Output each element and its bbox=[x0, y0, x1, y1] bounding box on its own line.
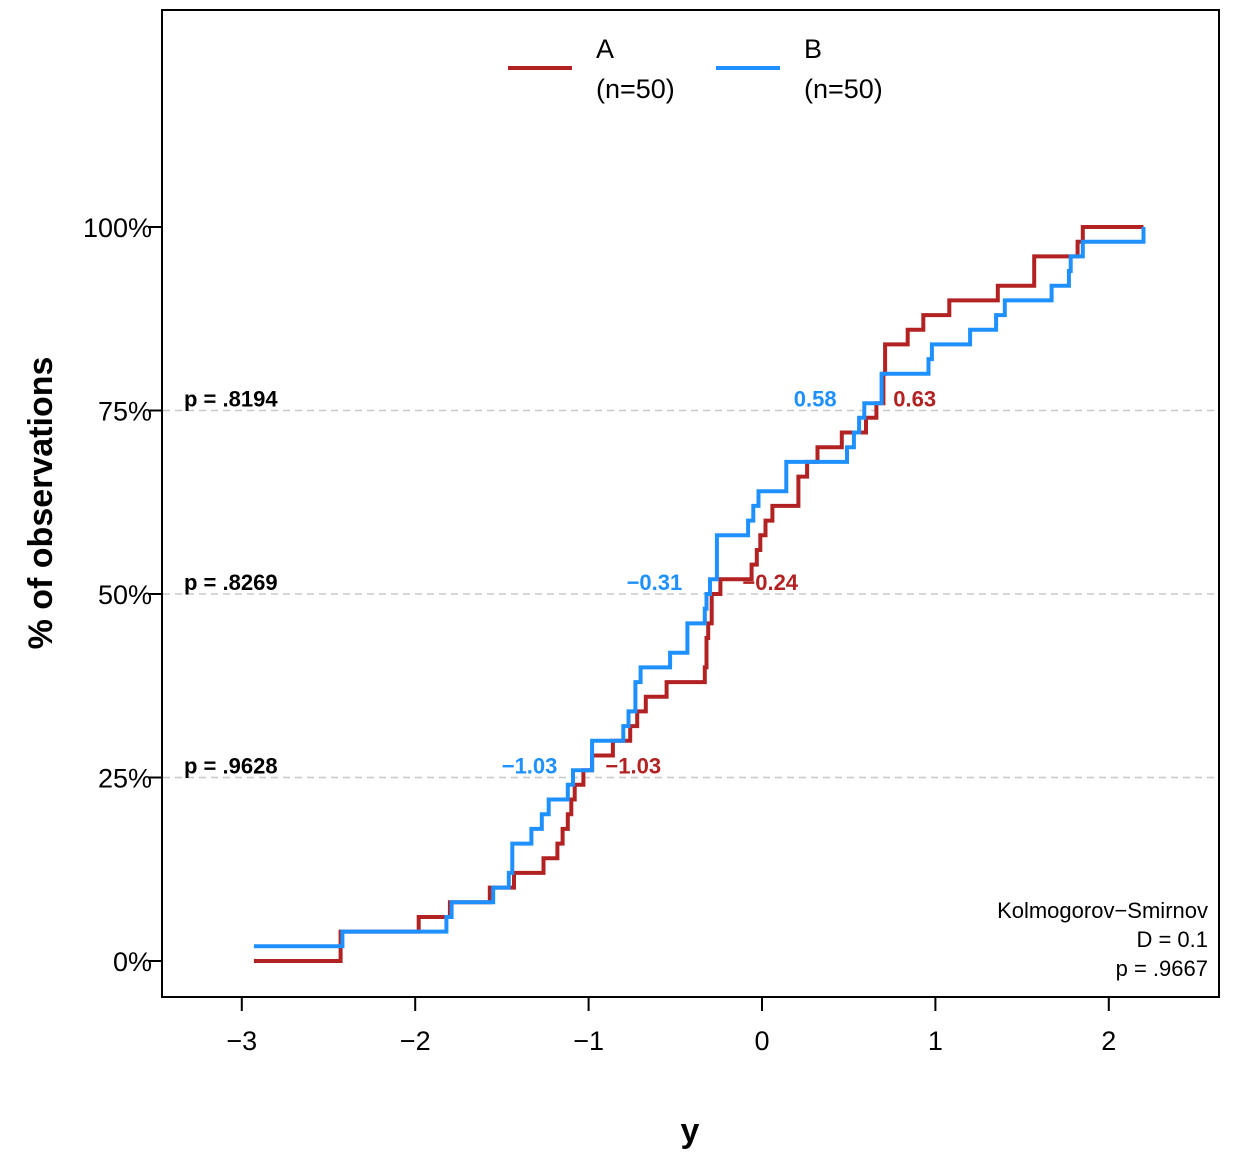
y-tick-label-4: 100% bbox=[83, 213, 152, 243]
ks-test-box: Kolmogorov−Smirnov D = 0.1 p = .9667 bbox=[997, 898, 1208, 981]
y-axis-title: % of observations bbox=[22, 357, 60, 650]
y-tick-label-3: 75% bbox=[98, 397, 152, 427]
axes: −3 −2 −1 0 1 2 0% 25% 50% 75% 100% bbox=[83, 213, 1116, 1056]
x-tick-label-3: 0 bbox=[754, 1026, 769, 1056]
series-line-b bbox=[253, 227, 1146, 949]
ks-test-stat: D = 0.1 bbox=[1136, 927, 1208, 952]
series-line-a bbox=[253, 225, 1144, 963]
x-tick-label-0: −3 bbox=[226, 1026, 257, 1056]
x-tick-label-1: −2 bbox=[400, 1026, 431, 1056]
ks-test-title: Kolmogorov−Smirnov bbox=[997, 898, 1208, 923]
quantile-value-b-1: −0.31 bbox=[627, 570, 683, 595]
x-tick-label-4: 1 bbox=[928, 1026, 943, 1056]
grid-lines bbox=[163, 409, 1218, 779]
legend-label-b: B bbox=[804, 34, 822, 64]
quantile-value-a-1: −0.24 bbox=[742, 570, 798, 595]
legend-label-a: A bbox=[596, 34, 614, 64]
p-value-label-1: p = .8269 bbox=[184, 570, 278, 595]
ks-test-p: p = .9667 bbox=[1116, 956, 1208, 981]
p-value-label-0: p = .9628 bbox=[184, 754, 278, 779]
series-lines bbox=[253, 225, 1146, 963]
p-value-label-2: p = .8194 bbox=[184, 387, 278, 412]
x-axis-title: y bbox=[681, 1112, 700, 1150]
plot-frame bbox=[161, 9, 1220, 998]
x-tick-label-5: 2 bbox=[1101, 1026, 1116, 1056]
quantile-value-a-0: −1.03 bbox=[605, 754, 661, 779]
quantile-value-a-2: 0.63 bbox=[893, 387, 936, 412]
legend-n-b: (n=50) bbox=[804, 74, 883, 104]
quantile-value-b-0: −1.03 bbox=[502, 754, 558, 779]
quantile-labels: p = .9628 −1.03 −1.03 p = .8269 −0.24 −0.31 p … bbox=[184, 387, 936, 779]
x-tick-label-2: −1 bbox=[573, 1026, 604, 1056]
y-tick-label-0: 0% bbox=[113, 947, 152, 977]
legend-n-a: (n=50) bbox=[596, 74, 675, 104]
y-tick-label-1: 25% bbox=[98, 764, 152, 794]
legend: A (n=50) B (n=50) bbox=[508, 34, 883, 104]
quantile-value-b-2: 0.58 bbox=[794, 387, 837, 412]
y-tick-label-2: 50% bbox=[98, 580, 152, 610]
